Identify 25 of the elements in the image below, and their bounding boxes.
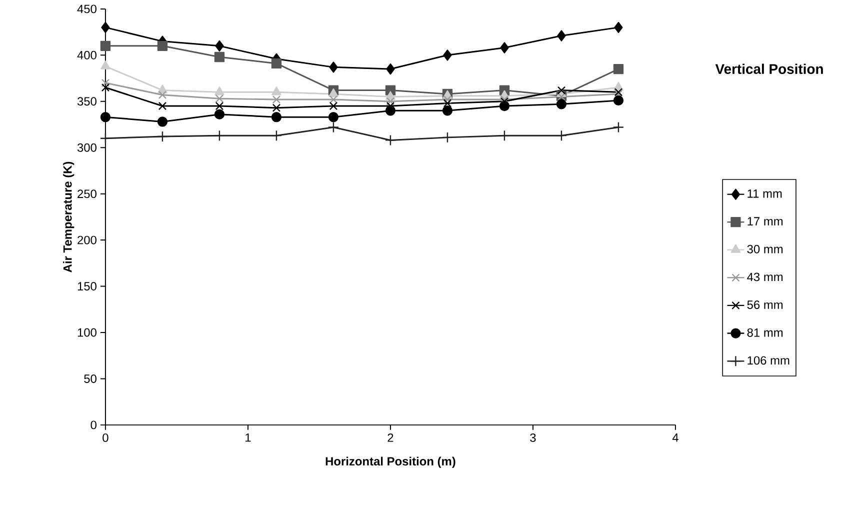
- y-tick-label: 100: [78, 328, 96, 337]
- x-tick-label: 3: [530, 433, 536, 442]
- legend-label: 81 mm: [747, 328, 783, 337]
- legend-label: 43 mm: [747, 272, 783, 282]
- legend-label: 106 mm: [748, 356, 790, 365]
- y-tick-label: 450: [77, 4, 96, 14]
- legend-label: 56 mm: [747, 300, 783, 309]
- y-tick-label: 400: [77, 50, 96, 60]
- legend-title: Vertical Position: [715, 64, 823, 74]
- legend-label: 30 mm: [747, 244, 783, 254]
- x-tick-label: 2: [388, 433, 394, 442]
- y-tick-label: 150: [78, 282, 96, 290]
- y-axis-title: Air Temperature (K): [63, 162, 74, 272]
- y-tick-label: 300: [77, 143, 96, 152]
- y-tick-label: 50: [84, 374, 96, 383]
- x-tick-label: 0: [102, 433, 108, 442]
- y-tick-label: 200: [78, 236, 96, 244]
- x-tick-label: 1: [246, 433, 251, 442]
- y-tick-label: 0: [90, 420, 96, 430]
- legend-label: 17 mm: [748, 217, 783, 226]
- x-tick-label: 4: [672, 433, 678, 442]
- y-tick-label: 250: [78, 190, 96, 198]
- x-axis-title: Horizontal Position (m): [326, 456, 456, 468]
- legend-label: 11 mm: [748, 189, 782, 198]
- y-tick-label: 350: [77, 97, 96, 106]
